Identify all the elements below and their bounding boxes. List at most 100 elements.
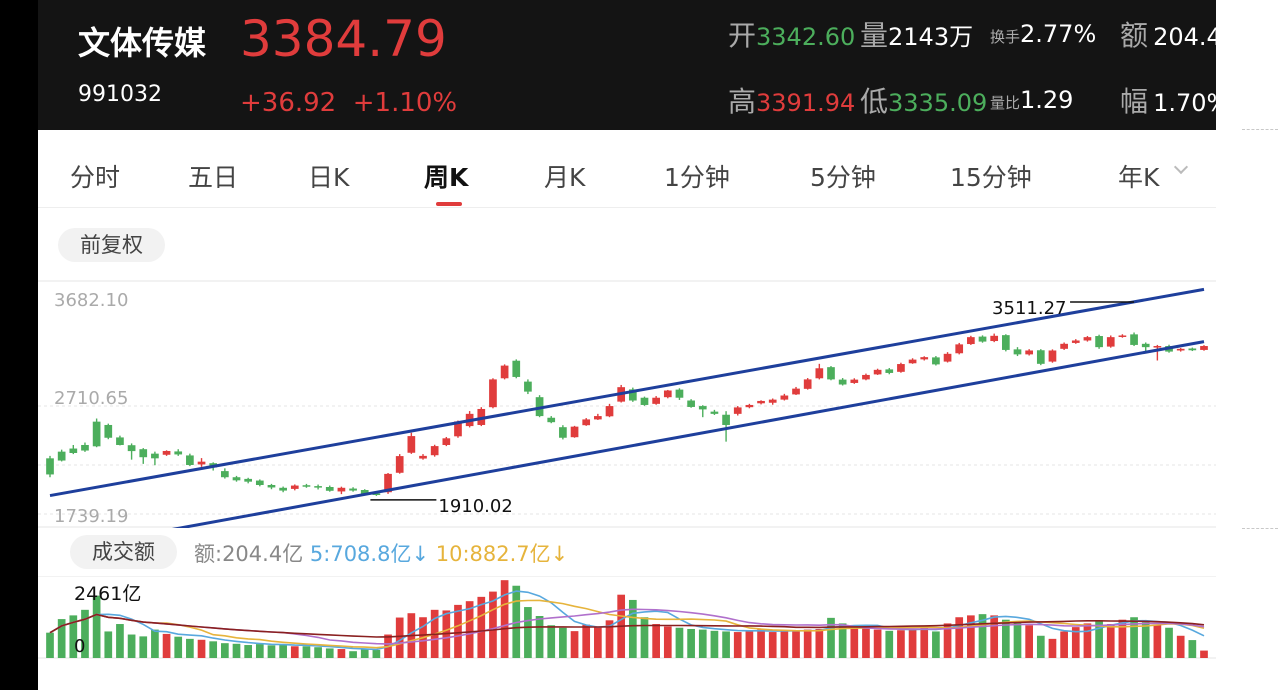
candle-body [698,406,707,410]
tab-5-minute[interactable]: 5分钟 [810,163,876,192]
candle-body [349,488,357,491]
candle-body [174,451,183,455]
volume-bar [768,632,777,658]
candle-body [827,367,835,380]
high-annotation: 3511.27 [992,298,1066,319]
volume-bar [675,627,684,658]
volume-bar [605,620,614,658]
candle-body [1025,350,1033,355]
volume-bar [710,630,719,658]
candle-body [1106,337,1115,347]
candle-body [885,369,894,373]
candle-body [1048,350,1057,362]
volume-bar [827,617,835,658]
candle-body [279,487,287,491]
volume-ratio-value: 1.29 [1020,86,1074,114]
adjust-button[interactable]: 前复权 [58,228,165,262]
candle-body [221,471,229,478]
candle-body [1141,343,1150,348]
candle-body [710,411,719,414]
tab-weekly-k[interactable]: 周K [424,163,469,192]
volume-bar [792,631,800,658]
tab-intraday[interactable]: 分时 [70,163,121,192]
volume-bar [372,649,381,658]
candle-body [127,445,136,452]
volume-indicator-button[interactable]: 成交额 [70,535,177,569]
candle-body [302,485,311,487]
candle-body [500,365,509,379]
volume-bar [489,591,497,658]
tab-daily-k[interactable]: 日K [308,163,350,192]
volume-bar [1188,640,1197,658]
candle-body [314,486,322,488]
candle-body [605,406,614,417]
candle-body [733,407,742,414]
stat-volume: 量2143万 [860,19,974,52]
volume-chart[interactable]: 2461亿 0 [38,576,1216,662]
volume-bar [1118,619,1127,658]
tab-1-minute[interactable]: 1分钟 [664,163,730,192]
tab-monthly-k[interactable]: 月K [544,163,586,192]
candle-body [652,397,660,404]
volume-bar [582,624,591,658]
candle-body [116,437,124,445]
side-panel [1216,0,1278,690]
volume-bar [302,646,311,658]
volume-bar [221,643,229,658]
y-tick-label: 2710.65 [54,388,128,409]
volume-bar [255,644,264,658]
candle-body [932,357,940,365]
candle-body [372,493,381,496]
candle-body [1118,335,1127,337]
volume-zero-label: 0 [74,636,85,657]
stat-open: 开3342.60 [728,19,856,52]
last-price: 3384.79 [240,10,447,68]
candlestick-chart[interactable]: 3682.10 2710.65 1739.19 1910.02 3511.27 [38,280,1216,528]
candle-body [325,487,334,491]
divider [1242,129,1278,130]
candle-body [1013,349,1022,355]
channel-line-lower [171,340,1205,528]
stat-volume-ratio: 量比1.29 [990,86,1074,114]
volume-bar [908,628,917,658]
volume-bar [722,631,730,658]
stock-name: 文体传媒 [78,24,207,62]
candle-body [803,379,812,389]
volume-legend: 额:204.4亿 5:708.8亿↓ 10:882.7亿↓ [194,538,568,568]
volume-bar [395,617,404,658]
tab-15-minute[interactable]: 15分钟 [950,163,1032,192]
volume-bar [1048,638,1057,658]
volume-bar [1025,625,1033,658]
volume-bar [186,638,194,658]
volume-bar [990,615,999,658]
volume-bar [1095,620,1103,658]
volume-bar [267,645,276,658]
candle-body [792,388,800,395]
tab-yearly-k[interactable]: 年K [1118,163,1160,192]
candle-body [570,426,579,438]
candle-body [815,368,824,379]
ma60-line [49,613,1205,638]
candle-body [663,390,672,398]
volume-bar [559,627,567,658]
tab-five-day[interactable]: 五日 [188,163,239,192]
volume-bar [815,628,824,658]
volume-bar [967,615,975,658]
volume-bar [477,596,486,658]
volume-bar [1130,617,1138,658]
candle-body [524,381,532,392]
candle-body [244,478,253,482]
candle-body [780,395,789,400]
candle-body [232,477,241,481]
volume-bar [932,631,940,658]
candle-body [722,414,730,425]
change-percent: +1.10% [352,88,458,118]
volume-bar [337,649,346,658]
candle-body [1083,337,1092,341]
candle-body [512,360,521,377]
candle-body [1188,348,1197,351]
volume-bar [687,628,695,658]
candle-body [990,335,999,342]
volume-bar [1141,622,1150,658]
volume-bar [139,636,148,658]
